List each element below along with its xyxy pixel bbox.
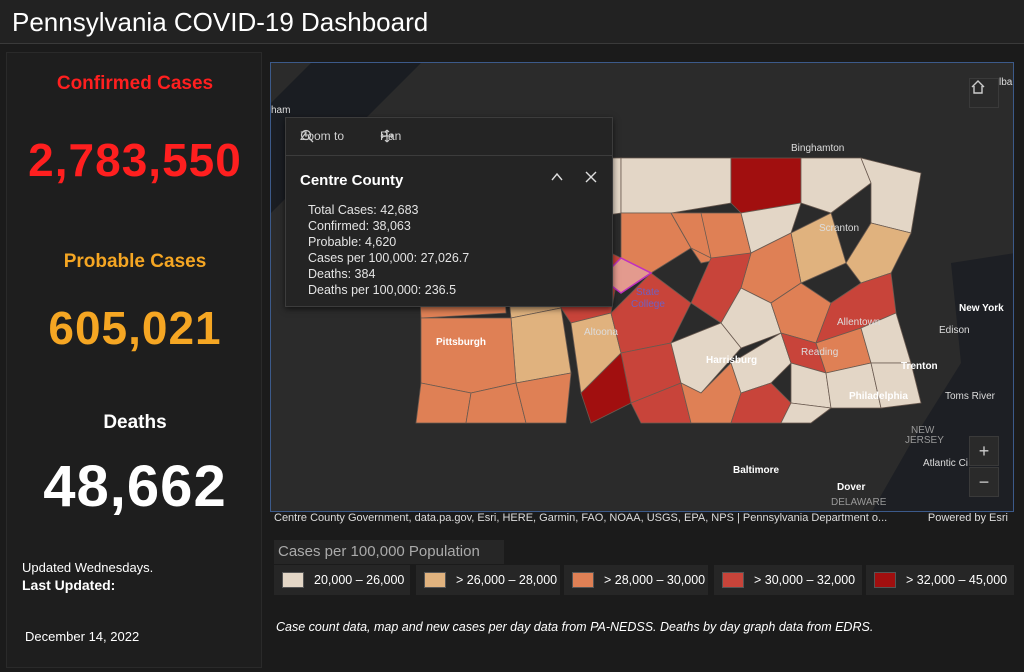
probable-cases-value: 605,021 bbox=[48, 302, 222, 354]
map-label-edge-left: ham bbox=[271, 105, 290, 116]
home-button[interactable] bbox=[969, 78, 999, 108]
deaths-label: Deaths bbox=[103, 412, 167, 433]
map-label-college: College bbox=[631, 299, 665, 310]
legend-swatch bbox=[424, 572, 446, 588]
app-header: Pennsylvania COVID-19 Dashboard bbox=[0, 0, 1024, 44]
legend-swatch bbox=[282, 572, 304, 588]
update-frequency-text: Updated Wednesdays. bbox=[22, 560, 154, 575]
zoom-in-magnifier-icon bbox=[300, 129, 314, 143]
popup-line-probable: Probable: 4,620 bbox=[308, 235, 397, 249]
page-title: Pennsylvania COVID-19 Dashboard bbox=[12, 7, 429, 37]
popup-line-cases-per-100k: Cases per 100,000: 27,026.7 bbox=[308, 251, 470, 265]
zoom-in-button[interactable]: + bbox=[969, 436, 999, 466]
map-label-trenton: Trenton bbox=[901, 361, 938, 372]
map-label-philadelphia: Philadelphia bbox=[849, 391, 908, 402]
legend-label: > 30,000 – 32,000 bbox=[754, 573, 856, 587]
map-label-delaware: DELAWARE bbox=[831, 497, 887, 508]
legend-label: 20,000 – 26,000 bbox=[314, 573, 405, 587]
county-popup: Zoom to Pan Centre County Total Cases: 4… bbox=[285, 117, 613, 307]
map-label-jersey: JERSEY bbox=[905, 435, 944, 446]
popup-title: Centre County bbox=[300, 172, 404, 189]
legend-swatch bbox=[722, 572, 744, 588]
map-label-state: State bbox=[636, 287, 660, 298]
legend-item: > 28,000 – 30,000 bbox=[564, 565, 708, 595]
last-updated-label: Last Updated: bbox=[22, 577, 116, 593]
popup-toolbar: Zoom to Pan bbox=[286, 118, 612, 156]
legend-label: > 32,000 – 45,000 bbox=[906, 573, 1008, 587]
map-label-atlantic-city: Atlantic Ci bbox=[923, 458, 968, 469]
map-label-binghamton: Binghamton bbox=[791, 143, 844, 154]
home-icon bbox=[971, 80, 985, 94]
chevron-up-icon bbox=[551, 172, 563, 181]
zoom-out-button[interactable]: − bbox=[969, 467, 999, 497]
map-attribution: Centre County Government, data.pa.gov, E… bbox=[274, 512, 1014, 528]
map-label-altoona: Altoona bbox=[584, 327, 618, 338]
pan-button[interactable]: Pan bbox=[380, 129, 401, 143]
popup-line-deaths-per-100k: Deaths per 100,000: 236.5 bbox=[308, 283, 457, 297]
legend-item: > 26,000 – 28,000 bbox=[416, 565, 560, 595]
close-icon bbox=[585, 171, 597, 183]
zoom-to-button[interactable]: Zoom to bbox=[300, 129, 344, 143]
popup-details: Total Cases: 42,683 Confirmed: 38,063 Pr… bbox=[308, 202, 469, 298]
legend-label: > 26,000 – 28,000 bbox=[456, 573, 558, 587]
map-label-pittsburgh: Pittsburgh bbox=[436, 337, 486, 348]
map-label-allentown: Allentown bbox=[837, 317, 880, 328]
legend-swatch bbox=[874, 572, 896, 588]
popup-line-confirmed: Confirmed: 38,063 bbox=[308, 219, 411, 233]
popup-line-total-cases: Total Cases: 42,683 bbox=[308, 203, 419, 217]
map-label-harrisburg: Harrisburg bbox=[706, 355, 757, 366]
map-label-new-york: New York bbox=[959, 303, 1004, 314]
map-label-dover: Dover bbox=[837, 482, 865, 493]
map-label-edison: Edison bbox=[939, 325, 970, 336]
legend-item: > 32,000 – 45,000 bbox=[866, 565, 1014, 595]
map-view[interactable]: ham lba Binghamton Scranton State Colleg… bbox=[270, 62, 1014, 512]
map-label-edge-right: lba bbox=[999, 77, 1013, 88]
map-label-reading: Reading bbox=[801, 347, 838, 358]
legend-swatch bbox=[572, 572, 594, 588]
stats-panel: Confirmed Cases 2,783,550 Probable Cases… bbox=[6, 52, 262, 668]
map-label-scranton: Scranton bbox=[819, 223, 859, 234]
last-updated-date: December 14, 2022 bbox=[25, 629, 140, 644]
powered-by-esri-link[interactable]: Powered by Esri bbox=[927, 512, 1008, 524]
map-label-new: NEW bbox=[911, 425, 935, 436]
pan-arrows-icon bbox=[380, 129, 394, 143]
attribution-sources: Centre County Government, data.pa.gov, E… bbox=[274, 512, 888, 524]
popup-line-deaths: Deaths: 384 bbox=[308, 267, 376, 281]
map-label-toms-river: Toms River bbox=[945, 391, 996, 402]
confirmed-cases-value: 2,783,550 bbox=[28, 134, 242, 186]
legend-label: > 28,000 – 30,000 bbox=[604, 573, 706, 587]
deaths-value: 48,662 bbox=[43, 454, 227, 519]
map-label-baltimore: Baltimore bbox=[733, 465, 780, 476]
probable-cases-label: Probable Cases bbox=[63, 251, 207, 272]
legend-item: > 30,000 – 32,000 bbox=[714, 565, 862, 595]
confirmed-cases-label: Confirmed Cases bbox=[56, 73, 214, 94]
legend-item: 20,000 – 26,000 bbox=[274, 565, 410, 595]
legend-title: Cases per 100,000 Population bbox=[274, 540, 504, 564]
data-source-footnote: Case count data, map and new cases per d… bbox=[276, 620, 874, 634]
